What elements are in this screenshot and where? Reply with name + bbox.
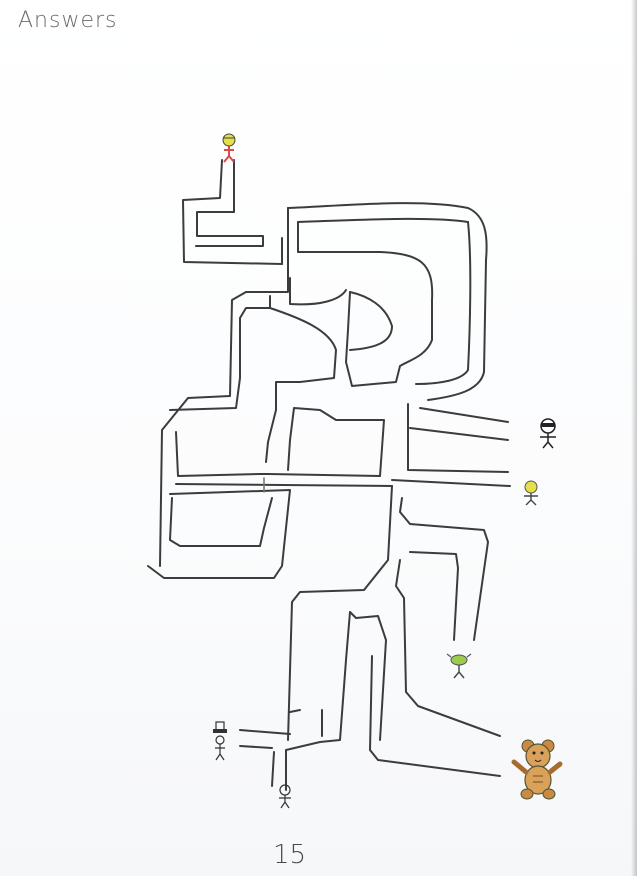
stick-character xyxy=(279,784,291,809)
maze-wall xyxy=(409,427,509,441)
maze-wall xyxy=(391,479,511,487)
page-heading: Answers xyxy=(18,8,118,33)
alien-character xyxy=(446,653,472,679)
maze-wall xyxy=(287,485,393,741)
maze-wall xyxy=(349,611,387,741)
maze-wall xyxy=(265,307,337,463)
maze-wall xyxy=(349,291,393,351)
maze-wall xyxy=(147,489,291,579)
maze-wall xyxy=(289,709,301,713)
maze-wall xyxy=(159,207,289,567)
maze-wall xyxy=(175,483,393,487)
maze-wall xyxy=(409,551,459,641)
maze-wall xyxy=(297,221,434,387)
maze-wall xyxy=(195,159,264,247)
maze-wall xyxy=(271,751,275,787)
page-number: 15 xyxy=(273,840,307,870)
maze-wall xyxy=(285,611,351,791)
maze-wall xyxy=(182,159,283,265)
teddy-bear xyxy=(511,739,563,800)
maze-wall xyxy=(399,497,489,641)
hat-character xyxy=(213,721,227,761)
maze-wall xyxy=(407,403,509,473)
maze-wall xyxy=(169,295,271,411)
maze-wall xyxy=(289,277,347,306)
start-character xyxy=(222,133,236,163)
maze-wall xyxy=(297,217,469,223)
maze-wall xyxy=(169,497,273,547)
maze-wall xyxy=(239,729,291,735)
maze-wall xyxy=(287,202,488,401)
maze-wall xyxy=(369,655,501,777)
ninja-character xyxy=(540,418,556,449)
maze-wall xyxy=(239,745,273,749)
maze-wall xyxy=(419,407,509,423)
maze-wall xyxy=(175,407,385,477)
maze-walls xyxy=(147,159,511,791)
maze-wall xyxy=(395,559,501,737)
maze-wall xyxy=(415,221,472,385)
yellow-round-character xyxy=(524,480,538,506)
